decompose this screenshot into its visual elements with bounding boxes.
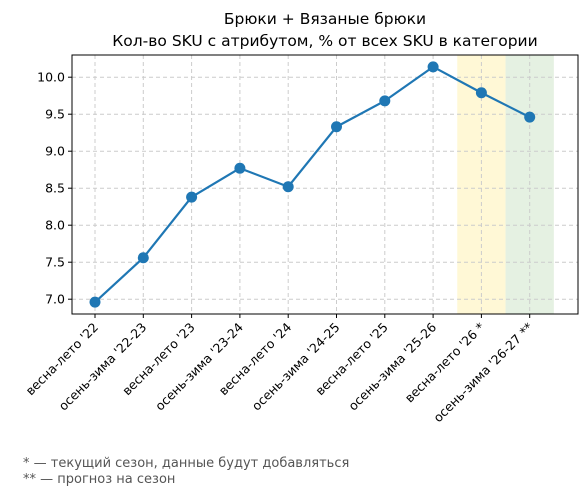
y-tick-label: 8.5: [45, 181, 65, 196]
data-point: [186, 191, 198, 203]
data-point: [524, 111, 536, 123]
y-tick-label: 10.0: [37, 70, 65, 85]
season-highlight-bands: [457, 55, 554, 314]
data-point: [89, 296, 101, 308]
y-tick-label: 9.5: [45, 107, 65, 122]
x-tick-label: осень-зима '24-25: [249, 320, 343, 414]
grid-lines: [72, 55, 578, 314]
y-axis: 7.0 7.5 8.0 8.5 9.0 9.5 10.0: [37, 70, 72, 307]
x-tick-label: осень-зима '25-26: [345, 319, 439, 413]
y-tick-label: 8.0: [45, 218, 65, 233]
x-tick-label: осень-зима '22-23: [55, 320, 149, 414]
x-tick-label: осень-зима '23-24: [152, 319, 246, 413]
footnote-current-season: * — текущий сезон, данные будут добавлят…: [23, 456, 350, 471]
y-tick-label: 7.0: [45, 292, 65, 307]
data-point: [427, 61, 439, 73]
chart-subtitle: Кол-во SKU с атрибутом, % от всех SKU в …: [112, 32, 537, 50]
plot-area-frame: [71, 54, 579, 315]
chart-title: Брюки + Вязаные брюки: [224, 10, 426, 28]
data-point: [331, 121, 342, 133]
data-point: [475, 87, 487, 99]
x-tick-label: осень-зима '26-27 **: [430, 320, 536, 426]
y-tick-label: 7.5: [45, 255, 65, 270]
data-point: [137, 252, 149, 264]
series-line: [94, 65, 531, 303]
y-tick-label: 9.0: [45, 144, 65, 159]
data-point: [234, 162, 246, 174]
data-point: [282, 181, 294, 193]
footnote-forecast: ** — прогноз на сезон: [23, 472, 176, 487]
series-line-group: [89, 61, 536, 308]
data-point: [379, 95, 391, 107]
